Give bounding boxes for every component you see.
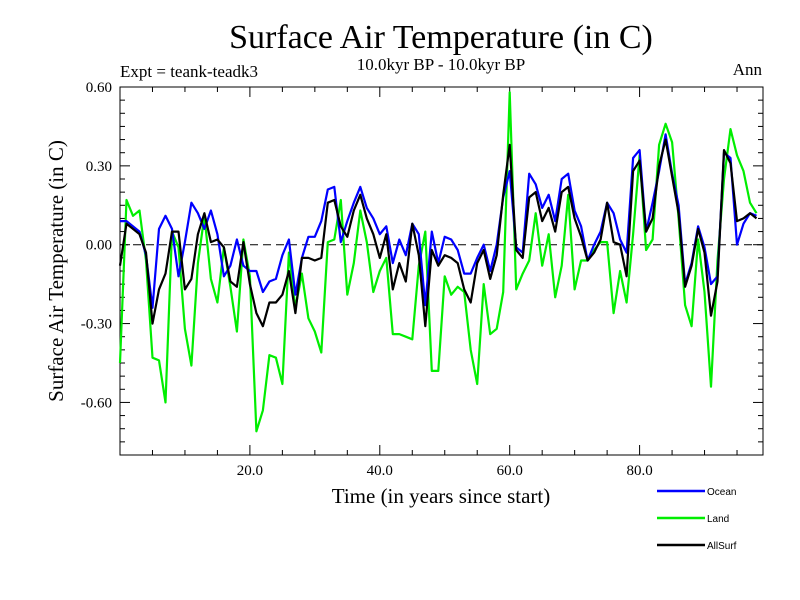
x-tick-label: 60.0 <box>497 463 523 479</box>
x-axis-label: Time (in years since start) <box>332 484 551 508</box>
legend: Ocean Land AllSurf <box>657 487 737 552</box>
x-tick-label: 80.0 <box>626 463 652 479</box>
chart-title: Surface Air Temperature (in C) <box>229 19 653 56</box>
y-tick-label: 0.60 <box>86 80 112 96</box>
series-line-allsurf <box>118 138 758 328</box>
y-axis-label: Surface Air Temperature (in C) <box>44 140 68 402</box>
series-layer <box>118 91 758 433</box>
season-label: Ann <box>733 60 763 79</box>
x-tick-labels: 20.0 40.0 60.0 80.0 <box>237 463 653 479</box>
legend-label-ocean: Ocean <box>707 487 736 498</box>
x-tick-label: 40.0 <box>367 463 393 479</box>
legend-label-land: Land <box>707 514 729 525</box>
y-tick-label: 0.30 <box>86 159 112 175</box>
y-tick-label: -0.60 <box>81 395 112 411</box>
x-tick-label: 20.0 <box>237 463 263 479</box>
legend-label-allsurf: AllSurf <box>707 541 737 552</box>
y-tick-label: -0.30 <box>81 317 112 333</box>
y-tick-label: 0.00 <box>86 238 112 254</box>
y-tick-labels: 0.60 0.30 0.00 -0.30 -0.60 <box>81 80 112 411</box>
chart-subtitle: 10.0kyr BP - 10.0kyr BP <box>357 55 525 74</box>
experiment-label: Expt = teank-teadk3 <box>120 62 258 81</box>
